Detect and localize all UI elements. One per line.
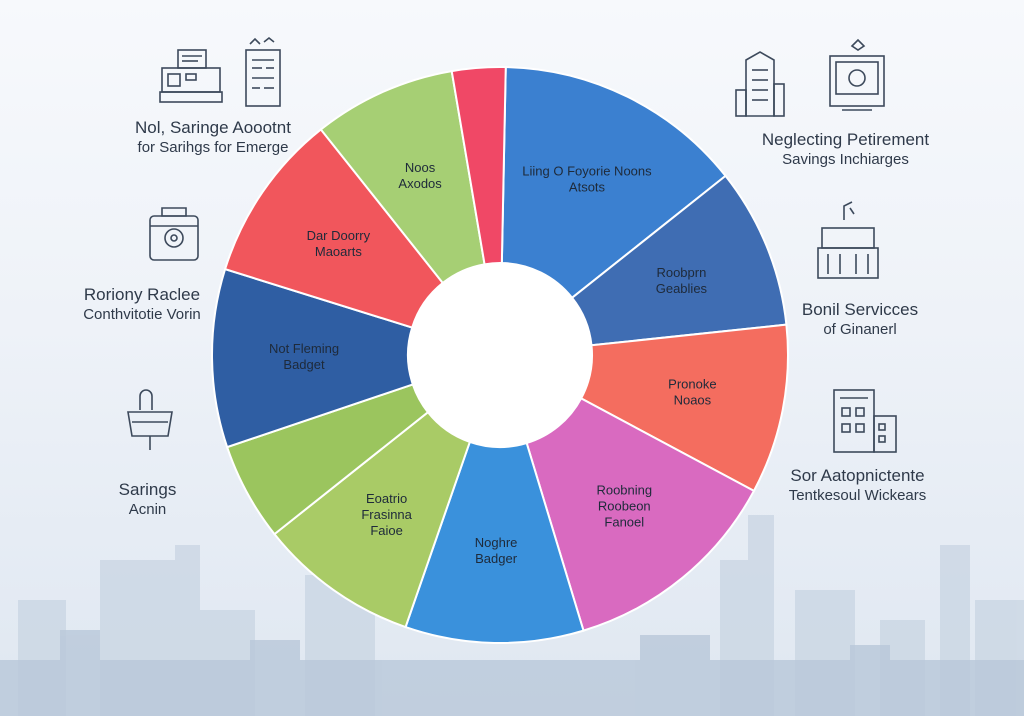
computer-monitor-icon <box>826 36 888 116</box>
annotation-top-right-line2: Savings Inchiarges <box>782 151 909 168</box>
slice-label-5: Eoatrio Frasinna Faioe <box>361 491 412 538</box>
annotation-low-left-line2: Acnin <box>128 501 167 518</box>
slice-label-7: Not Fleming Badget <box>269 341 339 372</box>
pie-slices <box>211 66 789 644</box>
slice-label-4: Noghre Badger <box>475 535 518 566</box>
annotation-low-right: Sor Aatopnictente Tentkesoul Wickears <box>775 466 940 506</box>
office-building-icon <box>732 50 788 120</box>
annotation-top-left-line2: for Sarihgs for Emerge <box>137 139 289 156</box>
annotation-mid-left: Roriony Raclee Conthvitotie Vorin <box>62 285 222 325</box>
donut-hole <box>408 263 592 447</box>
annotation-top-right-line1: Neglecting Petirement <box>761 130 930 149</box>
slice-label-0: Liing O Foyorie Noons Atsots <box>522 163 652 194</box>
annotation-top-right: Neglecting Petirement Savings Inchiarges <box>748 130 943 170</box>
slice-label-3: Roobning Roobeon Fanoel <box>596 483 652 530</box>
safe-icon <box>144 204 204 264</box>
annotation-low-right-line2: Tentkesoul Wickears <box>788 487 927 504</box>
slice-label-8: Dar Doorry Maoarts <box>307 228 371 259</box>
handbag-icon <box>120 388 180 452</box>
annotation-mid-left-line2: Conthvitotie Vorin <box>83 306 201 323</box>
annotation-top-left: Nol, Saringe Aoootnt for Sarihgs for Eme… <box>118 118 308 158</box>
annotation-low-left: Sarings Acnin <box>100 480 195 520</box>
bank-building-icon <box>816 200 880 284</box>
slice-labels: Liing O Foyorie Noons Atsots Roobprn Geabli… <box>269 160 717 566</box>
annotation-mid-right-line2: of Ginanerl <box>823 321 897 338</box>
slice-label-1: Roobprn Geablies <box>656 265 708 296</box>
cash-register-icon <box>158 46 224 106</box>
annotation-low-right-line1: Sor Aatopnictente <box>790 466 925 485</box>
annotation-top-left-line1: Nol, Saringe Aoootnt <box>135 118 291 137</box>
annotation-low-left-line1: Sarings <box>118 480 177 499</box>
annotation-mid-right: Bonil Servicces of Ginanerl <box>790 300 930 340</box>
apartment-icon <box>824 386 900 456</box>
slice-label-2: Pronoke Noaos <box>668 377 716 408</box>
slice-label-9: Noos Axodos <box>398 160 442 191</box>
annotation-mid-right-line1: Bonil Servicces <box>801 300 919 319</box>
annotation-mid-left-line1: Roriony Raclee <box>83 285 201 304</box>
document-icon <box>240 36 286 110</box>
